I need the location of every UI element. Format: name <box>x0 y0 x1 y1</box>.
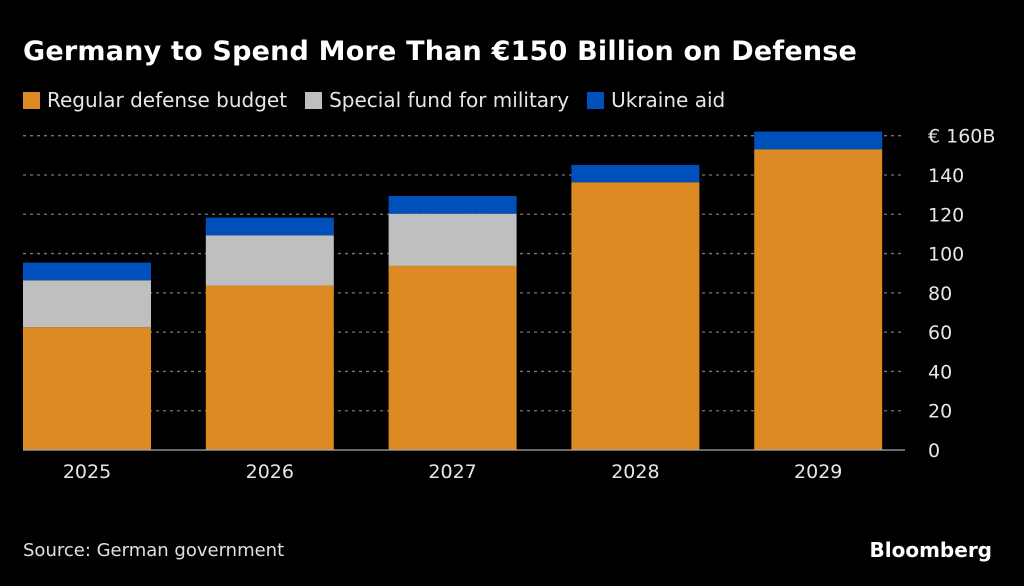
bar-segment <box>754 149 883 450</box>
y-tick-label: 80 <box>928 283 952 305</box>
x-tick-label: 2027 <box>428 461 476 483</box>
y-tick-label: 140 <box>928 165 964 187</box>
x-tick-label: 2029 <box>794 461 842 483</box>
legend-item-special: Special fund for military <box>305 88 569 112</box>
bar-segment <box>571 164 700 183</box>
x-tick-label: 2025 <box>63 461 111 483</box>
bar-segment <box>205 235 334 286</box>
legend-label: Regular defense budget <box>47 88 288 112</box>
legend: Regular defense budget Special fund for … <box>23 88 725 112</box>
source-note: Source: German government <box>23 540 285 561</box>
bar-segment <box>23 327 151 450</box>
bloomberg-logo: Bloomberg <box>869 538 992 562</box>
y-tick-label: 60 <box>928 322 952 344</box>
chart-title: Germany to Spend More Than €150 Billion … <box>23 36 858 67</box>
bar-segment <box>571 182 700 451</box>
bar-segment <box>23 262 151 281</box>
legend-item-regular: Regular defense budget <box>23 88 287 112</box>
y-tick-label: 20 <box>928 401 952 423</box>
y-tick-label: 0 <box>928 440 940 462</box>
legend-swatch <box>587 91 605 109</box>
bar-segment <box>388 213 517 266</box>
x-tick-label: 2028 <box>611 461 659 483</box>
legend-swatch <box>305 91 323 109</box>
legend-label: Special fund for military <box>329 88 570 112</box>
bar-segment <box>388 196 517 214</box>
legend-label: Ukraine aid <box>611 88 726 112</box>
y-tick-label: 40 <box>928 361 952 383</box>
y-tick-label: € 160B <box>928 126 995 148</box>
y-tick-label: 100 <box>928 244 964 266</box>
bar-segment <box>205 285 334 450</box>
bar-segment <box>23 280 151 328</box>
bar-segment <box>388 265 517 450</box>
y-tick-label: 120 <box>928 204 964 226</box>
bar-segment <box>205 217 334 236</box>
bar-segment <box>754 131 883 150</box>
x-tick-label: 2026 <box>246 461 294 483</box>
legend-item-ukraine: Ukraine aid <box>587 88 725 112</box>
legend-swatch <box>23 91 40 109</box>
